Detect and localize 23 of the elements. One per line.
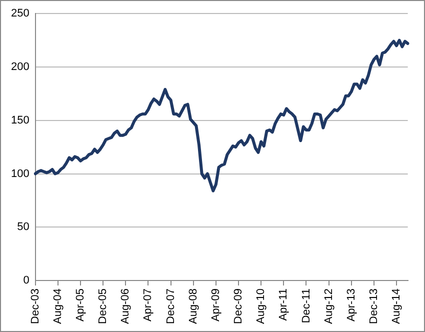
y-tick-label: 50	[17, 221, 30, 234]
x-tick-label: Aug-14	[390, 288, 403, 324]
x-tick-label: Apr-09	[210, 288, 222, 322]
y-tick-label: 250	[10, 8, 30, 20]
x-tick-label: Aug-04	[52, 288, 64, 324]
x-tick-label: Dec-03	[29, 288, 42, 324]
y-tick-label: 100	[10, 168, 30, 180]
x-tick-label: Dec-11	[300, 288, 312, 324]
x-tick-label: Apr-11	[278, 288, 290, 321]
y-tick-label: 200	[10, 61, 30, 74]
x-tick-label: Apr-05	[74, 288, 87, 322]
x-tick-label: Dec-13	[368, 288, 380, 324]
x-tick-label: Apr-13	[345, 288, 358, 322]
y-tick-label: 0	[23, 274, 30, 287]
x-tick-label: Apr-07	[142, 288, 154, 322]
x-tick-label: Dec-07	[164, 288, 177, 324]
x-tick-label: Dec-09	[232, 288, 245, 324]
x-tick-label: Aug-08	[187, 288, 200, 324]
x-tick-label: Aug-10	[255, 288, 268, 324]
y-tick-label: 150	[10, 114, 30, 126]
x-tick-label: Aug-06	[120, 288, 132, 324]
x-tick-label: Aug-12	[322, 288, 335, 324]
x-tick-label: Dec-05	[97, 288, 110, 324]
